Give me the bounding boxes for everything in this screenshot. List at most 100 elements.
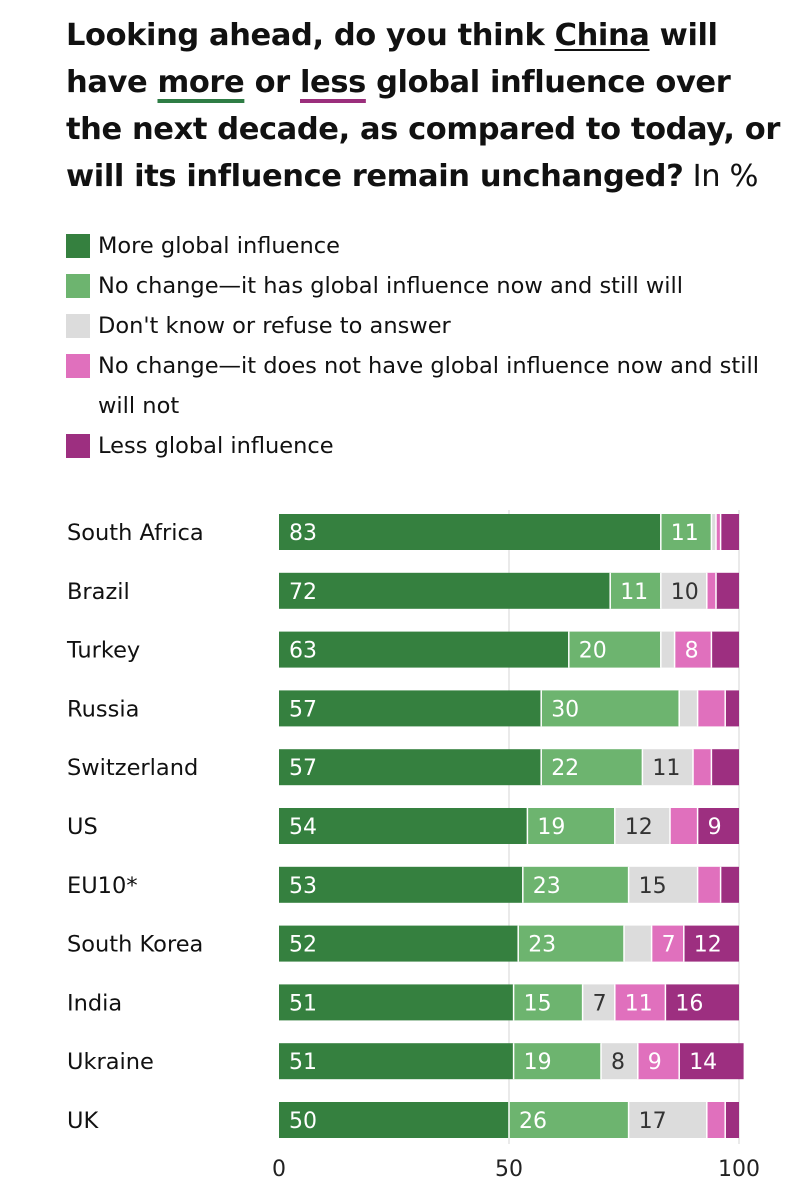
legend: More global influence No change—it has g…	[66, 226, 766, 466]
title-unit: In %	[683, 159, 759, 194]
data-label-us-no-change-has: 19	[537, 815, 565, 840]
bar-switzerland-more	[279, 749, 542, 786]
data-label-brazil-more: 72	[289, 580, 317, 605]
bar-ukraine-no-change-not	[637, 1043, 680, 1080]
data-label-south-africa-more: 83	[289, 521, 317, 546]
chart-title: Looking ahead, do you think China will h…	[66, 12, 786, 200]
bar-turkey-more	[279, 631, 569, 668]
bar-eu10-less	[720, 866, 739, 903]
row-label-uk: UK	[67, 1108, 99, 1134]
bar-south-africa-no-change-has	[660, 514, 712, 550]
bar-switzerland-dont-know	[642, 749, 693, 786]
data-label-eu10-no-change-has: 23	[533, 874, 561, 899]
title-less: less	[300, 65, 366, 100]
bar-eu10-no-change-not	[697, 866, 721, 903]
bar-turkey-dont-know	[660, 631, 675, 668]
bar-ukraine-dont-know	[601, 1043, 638, 1080]
bar-india-no-change-not	[614, 984, 666, 1021]
legend-item-less: Less global influence	[66, 426, 766, 466]
data-label-turkey-no-change-not: 8	[685, 639, 699, 664]
bar-uk-no-change-has	[509, 1102, 629, 1138]
bar-brazil-no-change-has	[610, 572, 661, 609]
bar-uk-dont-know	[628, 1102, 707, 1138]
bar-turkey-no-change-has	[568, 631, 661, 668]
data-label-uk-no-change-has: 26	[519, 1109, 547, 1134]
bar-south-korea-less	[683, 925, 739, 962]
bar-india-dont-know	[582, 984, 615, 1021]
bar-turkey-no-change-not	[674, 631, 712, 668]
legend-item-no-change-not: No change—it does not have global influe…	[66, 346, 766, 426]
bar-switzerland-no-change-has	[541, 749, 643, 786]
row-label-ukraine: Ukraine	[67, 1049, 154, 1075]
legend-label-dont-know: Don't know or refuse to answer	[98, 313, 451, 339]
bar-uk-more	[279, 1102, 509, 1138]
row-label-south-korea: South Korea	[67, 932, 203, 958]
data-label-switzerland-more: 57	[289, 756, 317, 781]
bar-us-dont-know	[614, 808, 670, 844]
data-label-ukraine-dont-know: 8	[611, 1050, 625, 1075]
data-label-switzerland-dont-know: 11	[652, 756, 680, 781]
bar-india-more	[279, 984, 514, 1021]
bar-russia-no-change-not	[697, 690, 726, 727]
data-label-brazil-no-change-has: 11	[620, 580, 648, 605]
title-text-3: global influence over the next decade, a…	[66, 65, 781, 194]
title-more: more	[157, 65, 245, 100]
data-label-india-more: 51	[289, 991, 317, 1016]
bar-south-korea-no-change-has	[518, 925, 624, 962]
legend-swatch-less	[66, 434, 90, 458]
row-label-south-africa: South Africa	[67, 520, 204, 546]
bar-brazil-more	[279, 572, 611, 609]
row-label-turkey: Turkey	[66, 638, 140, 664]
data-label-india-no-change-has: 15	[524, 991, 552, 1016]
data-label-brazil-dont-know: 10	[671, 580, 699, 605]
legend-item-more: More global influence	[66, 226, 766, 266]
legend-label-less: Less global influence	[98, 433, 334, 459]
legend-item-dont-know: Don't know or refuse to answer	[66, 306, 766, 346]
data-label-russia-more: 57	[289, 697, 317, 722]
data-label-india-less: 16	[675, 991, 703, 1016]
data-label-india-dont-know: 7	[593, 991, 607, 1016]
legend-label-no-change-has: No change—it has global influence now an…	[98, 273, 684, 299]
data-label-turkey-more: 63	[289, 639, 317, 664]
bar-us-no-change-has	[527, 808, 615, 844]
bar-india-less	[665, 984, 739, 1021]
bar-eu10-no-change-has	[522, 866, 629, 903]
bar-uk-no-change-not	[706, 1102, 726, 1138]
row-label-russia: Russia	[67, 696, 139, 722]
bar-south-korea-more	[279, 925, 519, 962]
row-label-us: US	[67, 814, 98, 840]
data-label-south-africa-no-change-has: 11	[671, 521, 699, 546]
bar-ukraine-more	[279, 1043, 514, 1080]
bar-us-no-change-not	[670, 808, 698, 844]
data-label-south-korea-less: 12	[694, 933, 722, 958]
title-text-or: or	[244, 65, 300, 100]
bar-brazil-dont-know	[660, 572, 707, 609]
legend-swatch-no-change-not	[66, 354, 90, 378]
bar-us-less	[697, 808, 739, 844]
bar-south-africa-no-change-not	[716, 514, 721, 550]
legend-swatch-no-change-has	[66, 274, 90, 298]
x-tick-label-50: 50	[495, 1157, 523, 1182]
data-label-eu10-dont-know: 15	[639, 874, 667, 899]
data-label-ukraine-no-change-has: 19	[524, 1050, 552, 1075]
bar-switzerland-no-change-not	[693, 749, 712, 786]
data-label-ukraine-no-change-not: 9	[648, 1050, 662, 1075]
bar-us-more	[279, 808, 528, 844]
data-label-uk-dont-know: 17	[639, 1109, 667, 1134]
data-label-us-less: 9	[708, 815, 722, 840]
legend-item-no-change-has: No change—it has global influence now an…	[66, 266, 766, 306]
data-label-uk-more: 50	[289, 1109, 317, 1134]
legend-label-no-change-not: No change—it does not have global influe…	[98, 353, 759, 419]
bar-russia-more	[279, 690, 542, 727]
data-label-ukraine-more: 51	[289, 1050, 317, 1075]
legend-label-more: More global influence	[98, 233, 340, 259]
data-label-turkey-no-change-has: 20	[579, 639, 607, 664]
x-tick-label-0: 0	[272, 1157, 286, 1182]
bar-russia-dont-know	[679, 690, 698, 727]
data-label-us-dont-know: 12	[625, 815, 653, 840]
bar-india-no-change-has	[513, 984, 583, 1021]
bar-south-korea-dont-know	[624, 925, 652, 962]
data-label-russia-no-change-has: 30	[551, 697, 579, 722]
x-tick-label-100: 100	[718, 1157, 760, 1182]
